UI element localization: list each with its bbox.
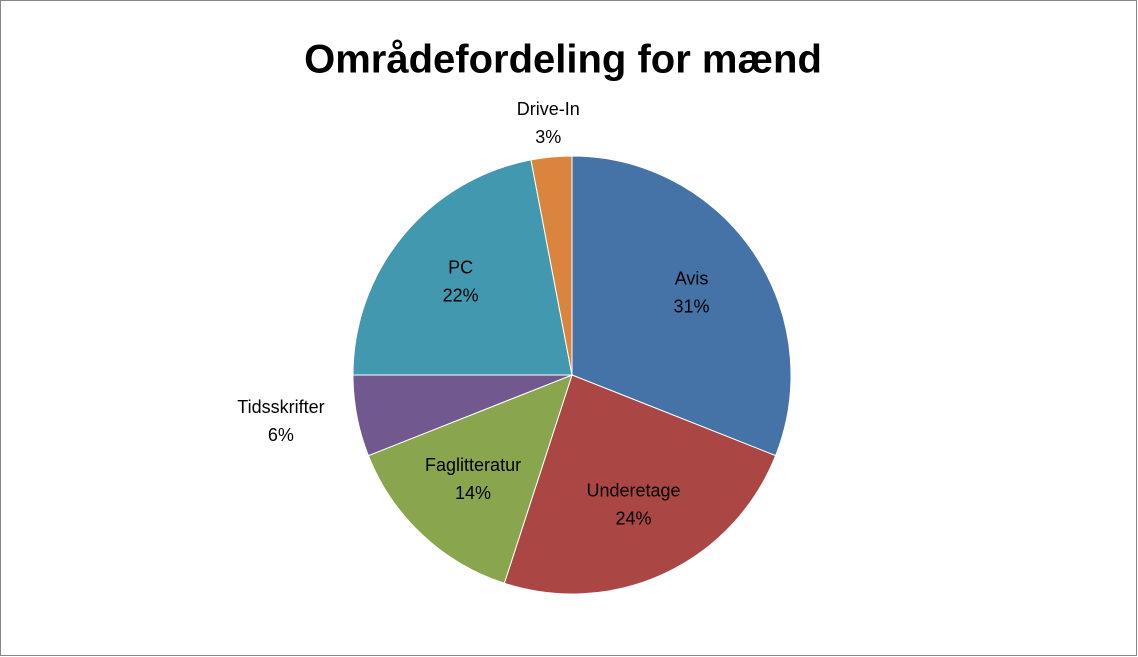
data-label-name: Avis [675,269,709,289]
pie-slice [352,159,573,376]
pie-slice [530,155,573,376]
chart-title: Områdefordeling for mænd [304,38,822,82]
data-label-value: 22% [443,286,479,306]
data-label-name: Faglitteratur [425,455,521,475]
pie-slice [503,374,777,595]
data-label-value: 31% [674,297,710,317]
data-label-name: Underetage [587,481,681,501]
data-label-name: Tidsskrifter [237,397,324,417]
data-label-value: 3% [535,127,561,147]
data-label-value: 24% [616,509,652,529]
pie-slice [571,155,792,457]
data-label-value: 6% [268,425,294,445]
data-label-name: Drive-In [517,99,580,119]
data-label-value: 14% [455,483,491,503]
pie-slice [367,374,573,584]
data-label-name: PC [448,258,473,278]
